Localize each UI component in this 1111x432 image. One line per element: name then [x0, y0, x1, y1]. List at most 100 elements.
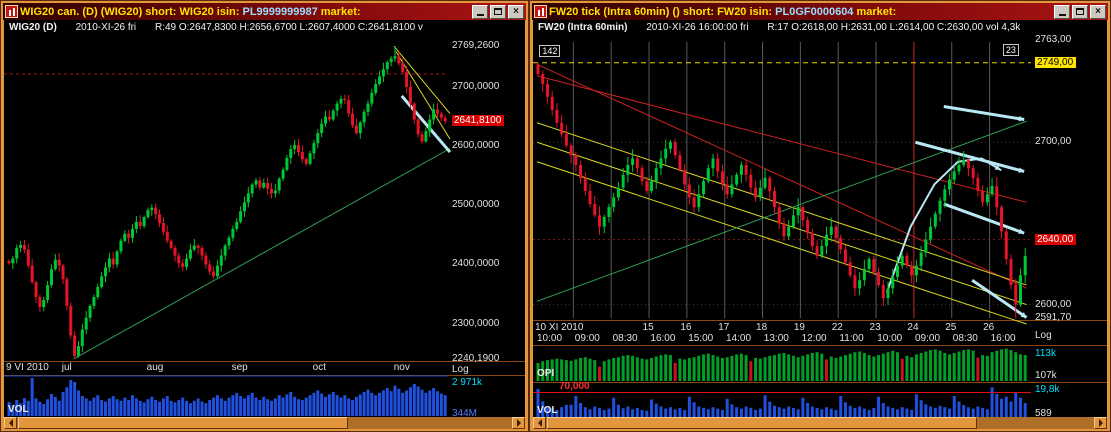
close-button[interactable]: × [508, 4, 524, 19]
y-axis-label: 2641,8100 [452, 115, 505, 127]
window-fw20-intraday: FW20 tick (Intra 60min) () short: FW20 i… [529, 0, 1111, 432]
time-axis-label: 16:00 [990, 333, 1016, 344]
quote-info-bar: WIG20 (D) 2010-XI-26 fri R:49 O:2647,830… [9, 22, 523, 34]
y-axis-label: 2500,0000 [452, 199, 500, 211]
candlestick-chart-fw20[interactable] [533, 36, 1107, 419]
titlebar-wig20[interactable]: WIG20 can. (D) (WIG20) short: WIG20 isin… [3, 3, 526, 20]
x-axis-label: 19 [793, 322, 805, 333]
x-axis-label: 25 [945, 322, 957, 333]
x-axis-times: 10:00 09:00 08:30 16:00 15:00 14:00 13:00 12:00… [533, 333, 1107, 344]
time-axis-label: 08:30 [952, 333, 978, 344]
maximize-button[interactable] [1072, 4, 1088, 19]
horizontal-scrollbar[interactable] [533, 417, 1107, 429]
right-arrow-icon [1098, 419, 1107, 427]
y-axis-label: 2600,0000 [452, 140, 500, 152]
chart-app-icon [5, 5, 18, 18]
opi-pane-label: OPI [537, 368, 555, 379]
time-axis-label: 08:30 [612, 333, 638, 344]
y-axis-label: 2640,00 [1035, 233, 1077, 245]
x-axis-label: oct [312, 362, 326, 373]
y-axis-label: 2591,70 [1035, 312, 1072, 324]
minimize-button[interactable] [472, 4, 488, 19]
x-axis-label: sep [231, 362, 248, 373]
close-button[interactable]: × [1090, 4, 1106, 19]
volume-total-value: 344M [452, 408, 478, 419]
time-axis-label: 12:00 [801, 333, 827, 344]
scroll-left-button[interactable] [4, 417, 17, 429]
x-axis-label: aug [146, 362, 164, 373]
window-title: FW20 tick (Intra 60min) () short: FW20 i… [549, 6, 1052, 18]
candlestick-chart-wig20[interactable] [4, 36, 525, 419]
date-label: 2010-XI-26 16:00:00 fri [646, 22, 749, 33]
time-axis-label: 11:00 [839, 333, 864, 344]
title-isin: PL9999999987 [242, 5, 318, 18]
y-axis-label: 2600,00 [1035, 298, 1072, 310]
time-axis-label: 09:00 [915, 333, 941, 344]
maximize-button[interactable] [490, 4, 506, 19]
y-axis-label: 2763,00 [1035, 34, 1072, 45]
x-axis-label: 15 [642, 322, 654, 333]
x-axis-label: 10 XI 2010 [535, 322, 584, 333]
x-axis-label: 23 [869, 322, 881, 333]
title-market: market: [853, 5, 897, 18]
left-arrow-icon [534, 419, 542, 427]
bar-count-annotation: 23 [1002, 43, 1019, 56]
maximize-icon [494, 8, 502, 15]
y-axis-label: 2400,0000 [452, 258, 500, 270]
y-axis-label: 2749,00 [1035, 56, 1077, 68]
ohlc-label: R:49 O:2647,8300 H:2656,6700 L:2607,4000… [154, 22, 423, 33]
horizontal-scrollbar[interactable] [4, 417, 525, 429]
time-axis-label: 13:00 [763, 333, 789, 344]
date-label: 2010-XI-26 fri [75, 22, 137, 33]
scrollbar-thumb[interactable] [547, 417, 977, 429]
x-axis-label: nov [393, 362, 410, 373]
time-axis-label: 09:00 [574, 333, 600, 344]
time-axis-label: 14:00 [726, 333, 752, 344]
opi-total-value: 107k [1035, 370, 1057, 381]
minimize-icon [476, 14, 484, 16]
window-wig20-daily: WIG20 can. (D) (WIG20) short: WIG20 isin… [0, 0, 529, 432]
maximize-icon [1076, 8, 1084, 15]
minimize-button[interactable] [1054, 4, 1070, 19]
y-axis-label: 2240,1900 [452, 352, 500, 364]
scroll-right-button[interactable] [512, 417, 525, 429]
ohlc-label: R:17 O:2618,00 H:2631,00 L:2614,00 C:263… [767, 22, 1021, 33]
titlebar-fw20[interactable]: FW20 tick (Intra 60min) () short: FW20 i… [532, 3, 1108, 20]
x-axis-wig20: 9 VI 2010 jul aug sep oct nov [4, 362, 525, 373]
title-isin: PL0GF0000604 [775, 5, 854, 18]
title-interval: (Intra 60min) [600, 5, 673, 18]
time-axis-label: 15:00 [688, 333, 714, 344]
x-axis-dates: 10 XI 2010 15 16 17 18 19 22 23 24 25 26 [533, 322, 1107, 333]
chart-app-icon [534, 5, 547, 18]
x-axis-label: 9 VI 2010 [6, 362, 49, 373]
time-axis-label: 10:00 [877, 333, 903, 344]
scale-label: Log [452, 364, 469, 375]
scrollbar-thumb[interactable] [18, 417, 348, 429]
window-title: WIG20 can. (D) (WIG20) short: WIG20 isin… [20, 6, 470, 18]
x-axis-label: 22 [831, 322, 843, 333]
vol-pane-label: VOL [537, 405, 558, 416]
time-axis-label: 10:00 [537, 333, 563, 344]
bar-count-annotation: 142 [539, 45, 561, 58]
vol-pane-label: VOL [8, 404, 29, 415]
title-symbol: FW20 tick [549, 5, 601, 18]
scroll-right-button[interactable] [1094, 417, 1107, 429]
volume-current-value: 19,8k [1035, 384, 1060, 395]
opi-current-value: 113k [1035, 348, 1056, 359]
close-icon: × [513, 5, 519, 17]
title-symbol: WIG20 can. [20, 5, 80, 18]
time-axis-label: 16:00 [650, 333, 676, 344]
chart-content-fw20: FW20 (Intra 60min) 2010-XI-26 16:00:00 f… [533, 20, 1107, 419]
x-axis-label: 16 [680, 322, 692, 333]
symbol-label: FW20 (Intra 60min) [538, 22, 628, 33]
y-axis-label: 2300,0000 [452, 317, 500, 329]
title-interval: (D) [79, 5, 101, 18]
x-axis-label: 24 [907, 322, 919, 333]
y-axis-label: 2700,00 [1035, 136, 1072, 148]
x-axis-label: 26 [983, 322, 995, 333]
x-axis-label: 17 [718, 322, 730, 333]
minimize-icon [1058, 14, 1066, 16]
x-axis-label: 18 [756, 322, 768, 333]
scroll-left-button[interactable] [533, 417, 546, 429]
y-axis-label: 2769,2600 [452, 40, 500, 51]
